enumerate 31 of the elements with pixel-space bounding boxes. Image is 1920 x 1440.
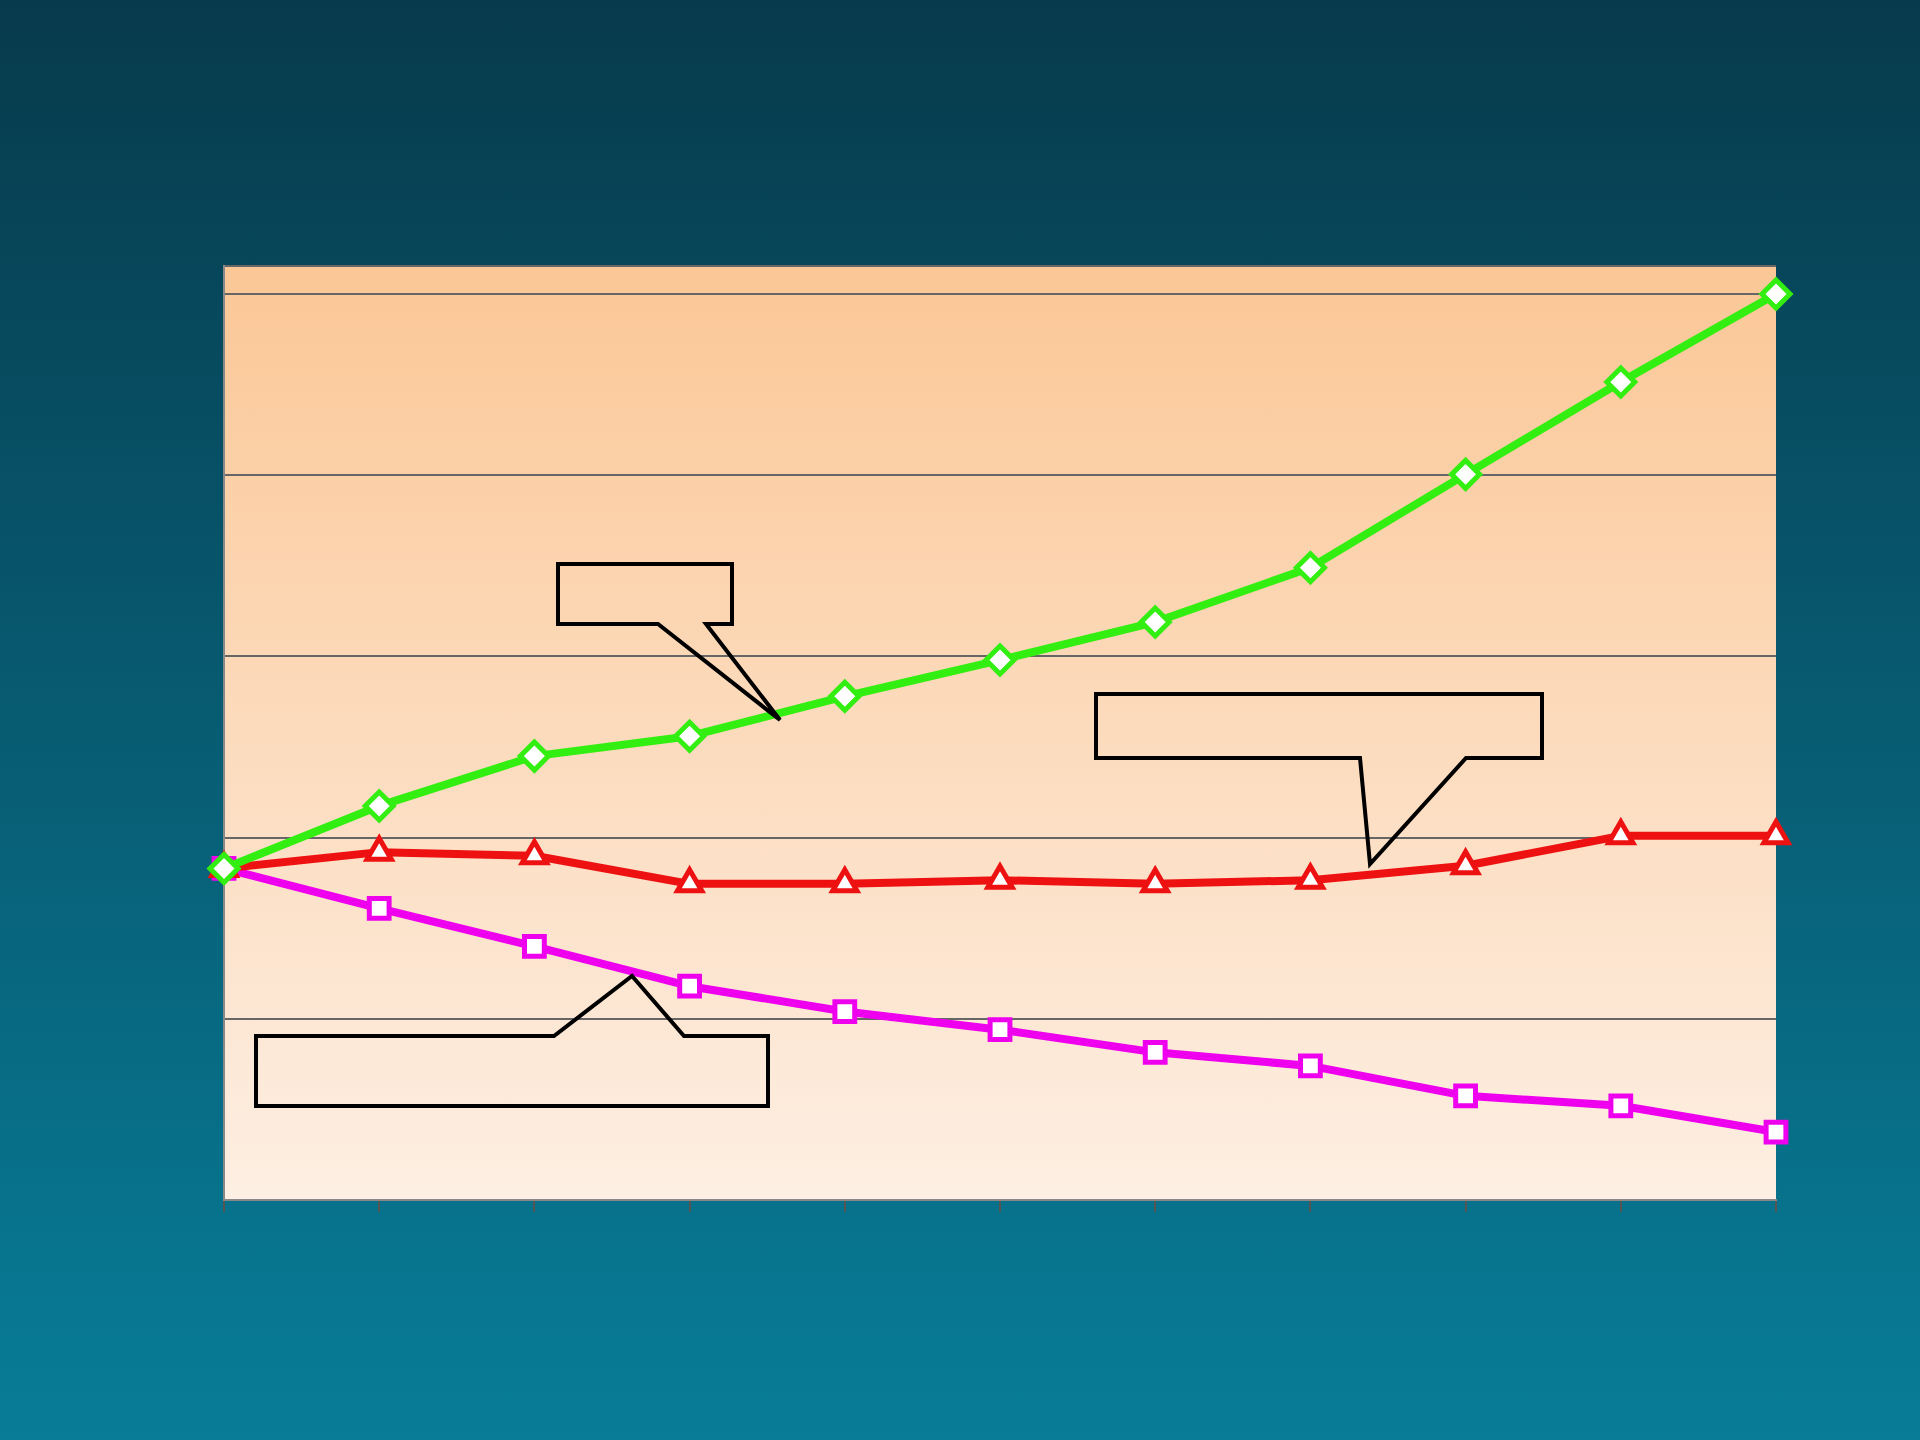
point [1295,863,1326,890]
point [983,643,1017,677]
point [1449,457,1483,491]
point [362,789,396,823]
point [1298,1053,1323,1079]
point [1293,551,1327,585]
point [1453,1083,1478,1109]
point [674,867,705,894]
point [673,719,707,753]
point [1142,1039,1168,1065]
point [1763,1119,1789,1145]
point [677,973,702,999]
point [828,679,862,713]
point [517,739,551,773]
point [985,863,1015,890]
point [830,867,860,894]
point [1761,819,1791,846]
point [1140,867,1170,894]
point [832,999,858,1024]
point [1608,1093,1634,1119]
point [364,835,394,862]
point [366,895,392,921]
point [1759,277,1793,311]
point [522,933,547,959]
point [1138,605,1172,639]
point [207,851,241,885]
point [1606,819,1636,846]
point [519,839,550,866]
point [1604,365,1638,399]
point [987,1017,1013,1043]
point [1450,849,1481,876]
